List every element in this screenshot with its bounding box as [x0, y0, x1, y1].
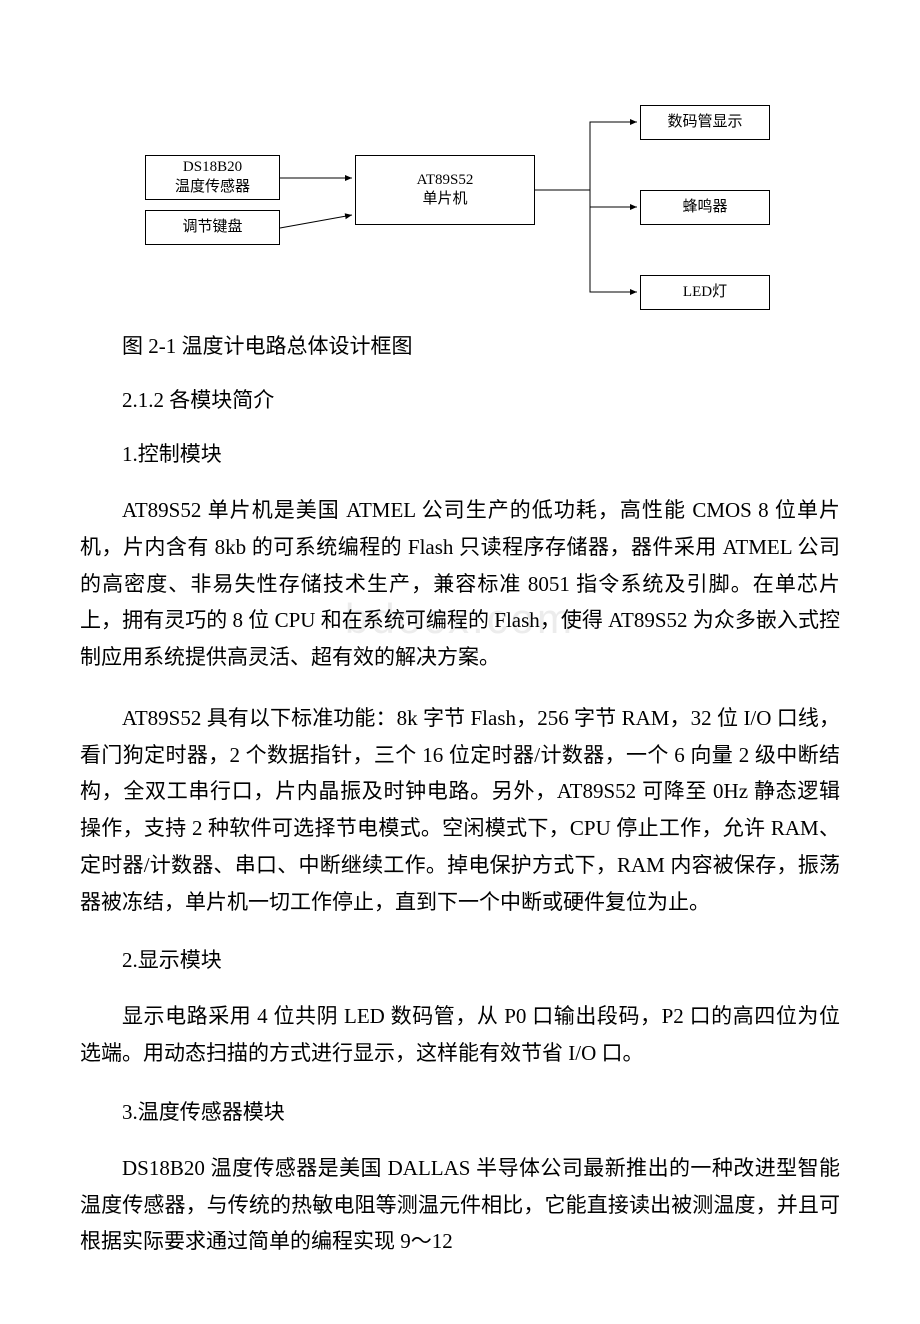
block-diagram: DS18B20温度传感器 调节键盘 AT89S52单片机 数码管显示 蜂鸣器 L…	[0, 0, 920, 300]
paragraph-ds18b20: DS18B20 温度传感器是美国 DALLAS 半导体公司最新推出的一种改进型智…	[80, 1150, 840, 1260]
subheading-3: 3.温度传感器模块	[80, 1096, 840, 1126]
figure-caption: 图 2-1 温度计电路总体设计框图	[80, 330, 840, 360]
node-keyboard-label: 调节键盘	[182, 218, 242, 238]
node-buzzer: 蜂鸣器	[640, 190, 770, 225]
node-display: 数码管显示	[640, 105, 770, 140]
node-display-label: 数码管显示	[667, 113, 742, 133]
node-mcu: AT89S52单片机	[355, 155, 535, 225]
paragraph-at89s52-features: AT89S52 具有以下标准功能：8k 字节 Flash，256 字节 RAM，…	[80, 700, 840, 921]
diagram-connectors	[0, 0, 920, 300]
subheading-2: 2.显示模块	[80, 944, 840, 974]
section-heading-212: 2.1.2 各模块简介	[80, 384, 840, 414]
node-buzzer-label: 蜂鸣器	[682, 198, 727, 218]
node-sensor: DS18B20温度传感器	[145, 155, 280, 200]
paragraph-display-module: 显示电路采用 4 位共阴 LED 数码管，从 P0 口输出段码，P2 口的高四位…	[80, 998, 840, 1072]
paragraph-at89s52-intro: AT89S52 单片机是美国 ATMEL 公司生产的低功耗，高性能 CMOS 8…	[80, 492, 840, 676]
subheading-1: 1.控制模块	[80, 438, 840, 468]
node-mcu-label: AT89S52单片机	[417, 171, 474, 210]
node-keyboard: 调节键盘	[145, 210, 280, 245]
node-sensor-label: DS18B20温度传感器	[175, 158, 250, 197]
